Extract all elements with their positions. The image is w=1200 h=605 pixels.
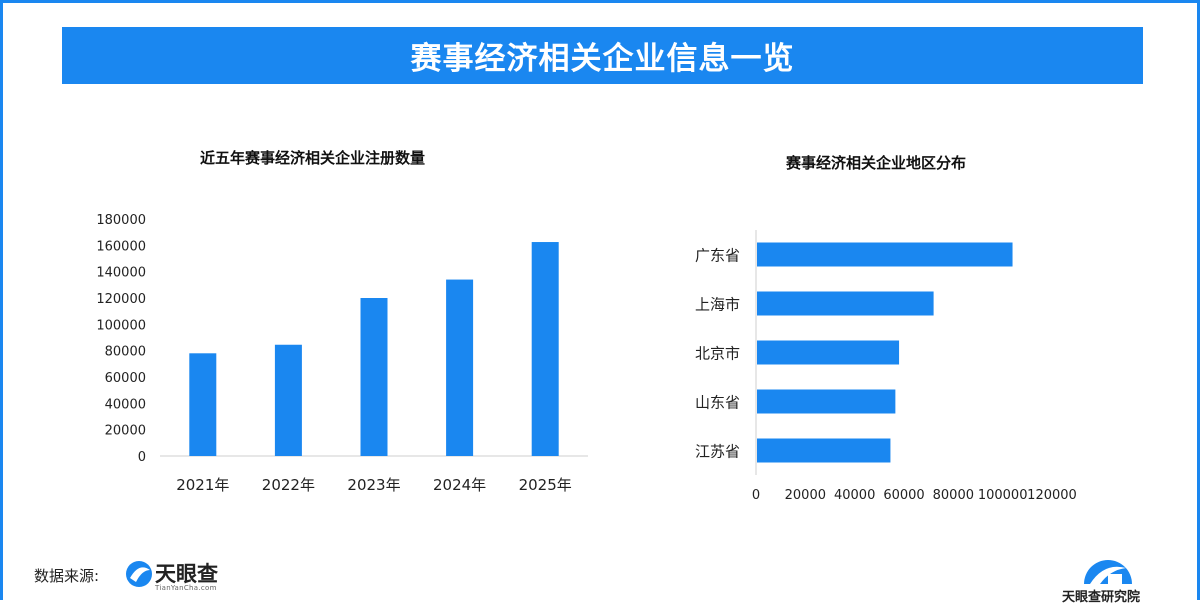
- x-tick-label: 20000: [785, 488, 826, 503]
- x-tick-label: 80000: [933, 488, 974, 503]
- y-tick-label: 江苏省: [695, 443, 740, 461]
- bar: [757, 340, 900, 365]
- y-tick-label: 160000: [96, 239, 146, 254]
- page-title: 赛事经济相关企业信息一览: [62, 27, 1143, 84]
- research-institute-name: 天眼查研究院: [1062, 590, 1141, 605]
- y-tick-label: 120000: [96, 292, 146, 307]
- x-tick-label: 2023年: [347, 476, 400, 494]
- bar: [757, 438, 891, 463]
- y-tick-label: 山东省: [695, 394, 740, 412]
- y-tick-label: 80000: [105, 345, 146, 360]
- x-tick-label: 60000: [883, 488, 924, 503]
- x-tick-label: 2022年: [262, 476, 315, 494]
- y-tick-label: 北京市: [695, 345, 740, 363]
- y-tick-label: 100000: [96, 318, 146, 333]
- y-tick-label: 广东省: [695, 247, 740, 265]
- chart-2-title: 赛事经济相关企业地区分布: [786, 154, 967, 172]
- y-tick-label: 20000: [105, 424, 146, 439]
- y-tick-label: 60000: [105, 371, 146, 386]
- x-tick-label: 40000: [834, 488, 875, 503]
- y-tick-label: 180000: [96, 213, 146, 228]
- x-tick-label: 120000: [1027, 488, 1077, 503]
- y-tick-label: 140000: [96, 266, 146, 281]
- research-institute-logo-icon: [1084, 560, 1132, 584]
- chart-1-title: 近五年赛事经济相关企业注册数量: [200, 149, 426, 167]
- x-tick-label: 100000: [978, 488, 1028, 503]
- x-tick-label: 0: [752, 488, 760, 503]
- bar: [274, 344, 302, 456]
- registration-bar-chart: 0 20000 40000 60000 80000 100000 120000 140000 1…: [96, 213, 588, 494]
- x-tick-label: 2021年: [176, 476, 229, 494]
- x-tick-label: 2024年: [433, 476, 486, 494]
- brand-name: 天眼查: [155, 562, 218, 586]
- data-source-label: 数据来源:: [34, 567, 100, 585]
- bar: [757, 389, 896, 414]
- y-tick-label: 0: [138, 450, 146, 465]
- bar: [531, 242, 559, 456]
- x-tick-label: 2025年: [519, 476, 572, 494]
- tianyancha-logo-icon: [126, 561, 152, 587]
- y-tick-label: 40000: [105, 397, 146, 412]
- bar: [189, 353, 217, 456]
- bar: [446, 279, 474, 456]
- brand-url: TianYanCha.com: [155, 584, 217, 592]
- bar: [757, 242, 1013, 267]
- bar: [757, 291, 934, 316]
- bar: [360, 298, 388, 456]
- y-tick-label: 上海市: [695, 296, 740, 314]
